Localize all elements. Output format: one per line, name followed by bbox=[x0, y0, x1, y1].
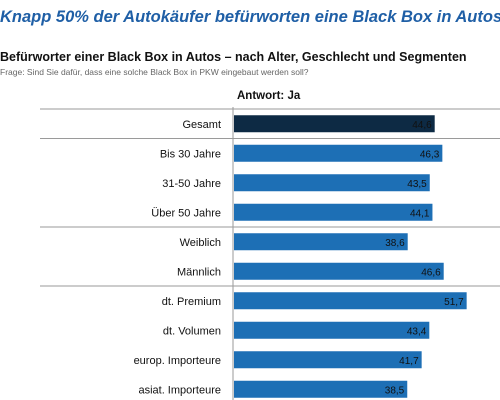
bar bbox=[234, 262, 444, 280]
category-label: europ. Importeure bbox=[134, 355, 221, 367]
category-label: asiat. Importeure bbox=[138, 384, 221, 396]
value-label: 38,6 bbox=[385, 238, 405, 249]
bar bbox=[234, 144, 443, 162]
bar bbox=[234, 380, 408, 398]
bar bbox=[234, 292, 467, 310]
category-label: Bis 30 Jahre bbox=[160, 148, 221, 160]
chart-headline: Knapp 50% der Autokäufer befürworten ein… bbox=[0, 8, 500, 26]
value-label: 44,1 bbox=[410, 208, 430, 219]
category-label: 31-50 Jahre bbox=[162, 178, 221, 190]
category-label: dt. Premium bbox=[162, 296, 221, 308]
bar bbox=[234, 351, 422, 369]
survey-question: Frage: Sind Sie dafür, dass eine solche … bbox=[0, 67, 309, 77]
category-label: Männlich bbox=[177, 266, 221, 278]
bar bbox=[234, 174, 430, 192]
value-label: 46,6 bbox=[421, 267, 441, 278]
category-label: dt. Volumen bbox=[163, 325, 221, 337]
category-label: Weiblich bbox=[180, 237, 221, 249]
category-label: Über 50 Jahre bbox=[151, 207, 221, 219]
value-label: 41,7 bbox=[399, 356, 419, 367]
value-label: 43,4 bbox=[407, 326, 427, 337]
value-label: 38,5 bbox=[385, 385, 405, 396]
value-label: 46,3 bbox=[420, 149, 440, 160]
chart-subtitle: Befürworter einer Black Box in Autos – n… bbox=[0, 50, 467, 64]
bar bbox=[234, 233, 408, 251]
bar bbox=[234, 321, 430, 339]
value-label: 43,5 bbox=[407, 179, 427, 190]
category-label: Gesamt bbox=[182, 119, 221, 131]
value-label: 44,6 bbox=[412, 120, 432, 131]
value-label: 51,7 bbox=[444, 297, 464, 308]
bar bbox=[234, 203, 433, 221]
answer-label: Antwort: Ja bbox=[237, 90, 301, 102]
bar-total bbox=[234, 115, 435, 133]
